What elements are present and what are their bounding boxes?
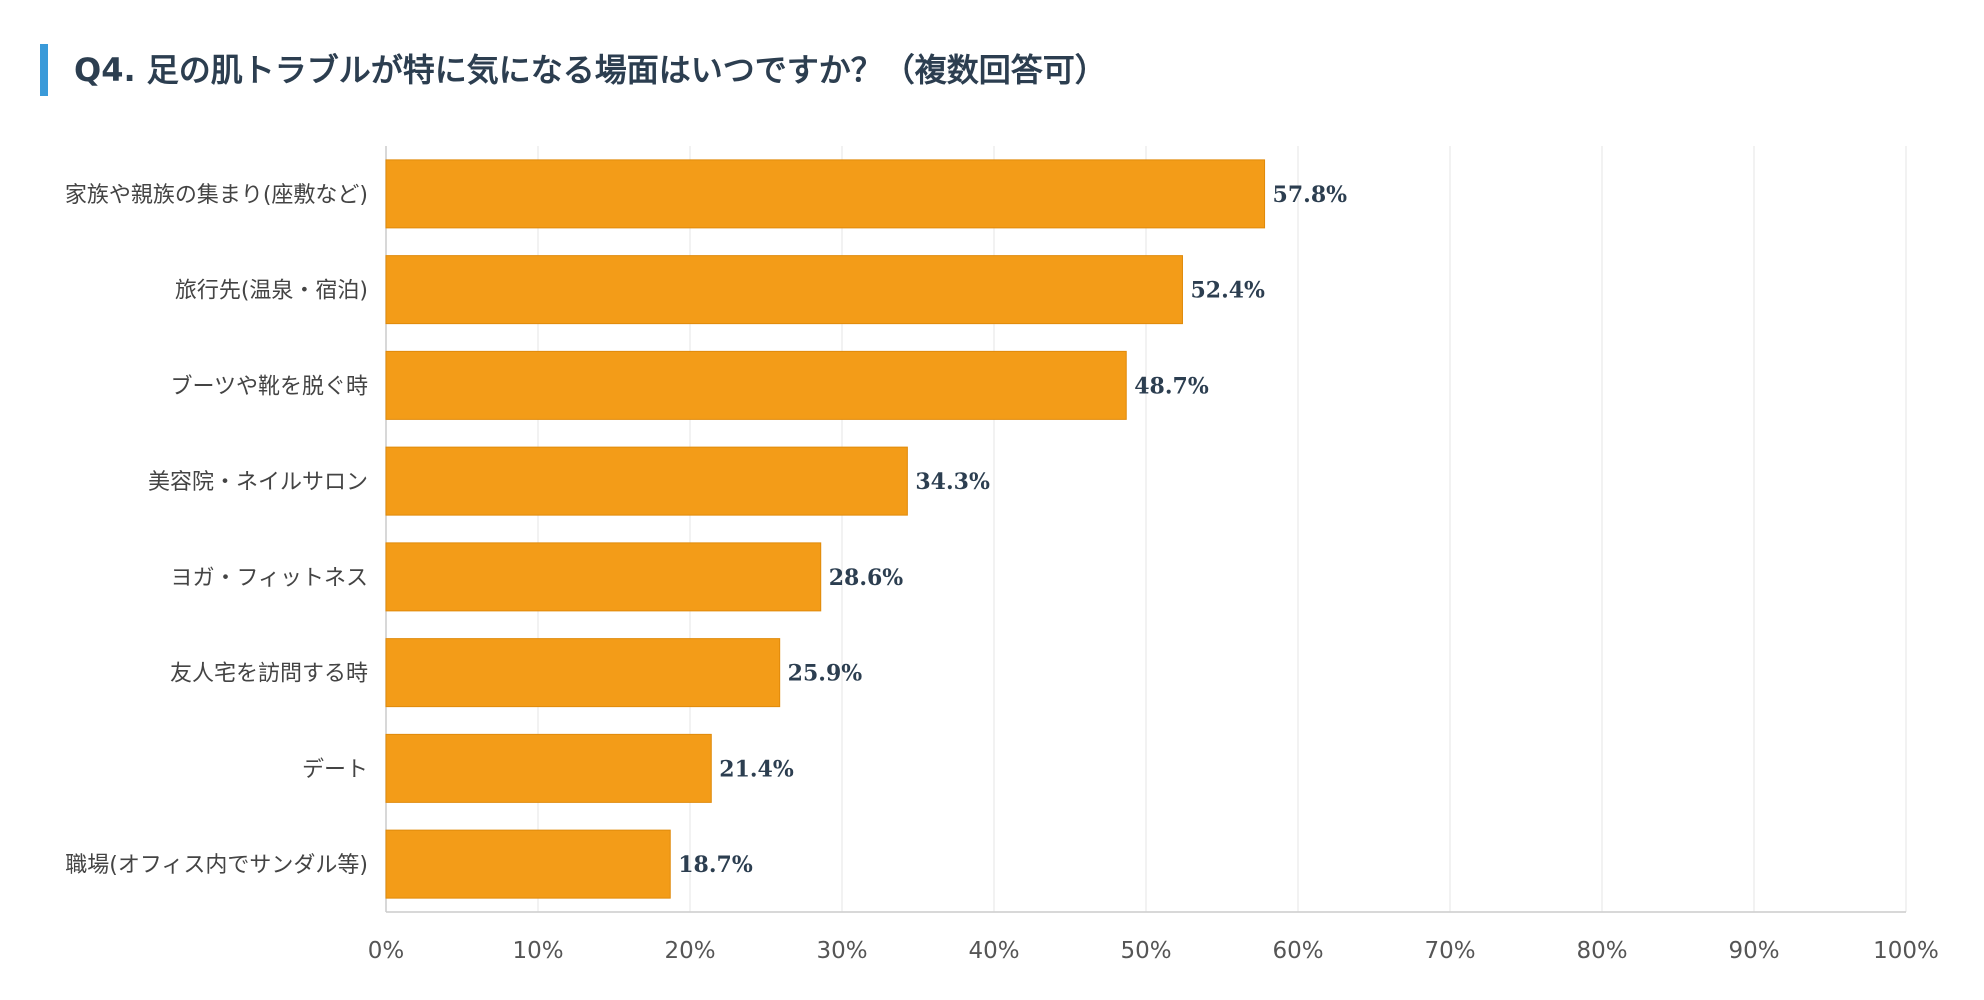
x-tick-label: 30%: [816, 938, 867, 964]
bar: [385, 542, 822, 612]
bar: [385, 255, 1183, 325]
bar: [385, 446, 908, 516]
x-tick-label: 80%: [1576, 938, 1627, 964]
value-label: 52.4%: [1190, 278, 1265, 304]
bar: [385, 829, 671, 899]
bar: [385, 638, 781, 708]
labels: 0% 10% 20% 30% 40% 50% 60% 70% 80% 90% 100% 家族や親族の集…: [65, 182, 1939, 964]
category-label: 旅行先(温泉・宿泊): [175, 279, 368, 304]
category-label: デート: [302, 757, 368, 782]
bar: [385, 733, 712, 803]
x-tick-label: 50%: [1120, 938, 1171, 964]
category-label: ヨガ・フィットネス: [170, 566, 368, 591]
category-label: 職場(オフィス内でサンダル等): [65, 853, 368, 878]
value-label: 21.4%: [719, 756, 794, 782]
value-label: 48.7%: [1134, 373, 1209, 399]
x-tick-label: 20%: [664, 938, 715, 964]
category-label: ブーツや靴を脱ぐ時: [170, 374, 368, 399]
category-label: 美容院・ネイルサロン: [148, 470, 368, 495]
bar: [385, 350, 1127, 420]
x-tick-label: 90%: [1728, 938, 1779, 964]
bars: [385, 159, 1266, 899]
chart-title: Q4. 足の肌トラブルが特に気になる場面はいつですか？（複数回答可）: [74, 51, 1107, 89]
x-tick-label: 100%: [1873, 938, 1939, 964]
title-accent-bar: [40, 44, 48, 96]
category-label: 家族や親族の集まり(座敷など): [65, 183, 368, 208]
category-label: 友人宅を訪問する時: [170, 662, 368, 687]
value-label: 57.8%: [1273, 182, 1348, 208]
bar: [385, 159, 1266, 229]
x-tick-label: 70%: [1424, 938, 1475, 964]
x-tick-label: 10%: [512, 938, 563, 964]
value-label: 18.7%: [678, 852, 753, 878]
value-label: 34.3%: [915, 469, 990, 495]
x-tick-label: 40%: [968, 938, 1019, 964]
value-label: 25.9%: [788, 661, 863, 687]
value-label: 28.6%: [829, 565, 904, 591]
x-tick-label: 60%: [1272, 938, 1323, 964]
x-tick-label: 0%: [368, 938, 405, 964]
